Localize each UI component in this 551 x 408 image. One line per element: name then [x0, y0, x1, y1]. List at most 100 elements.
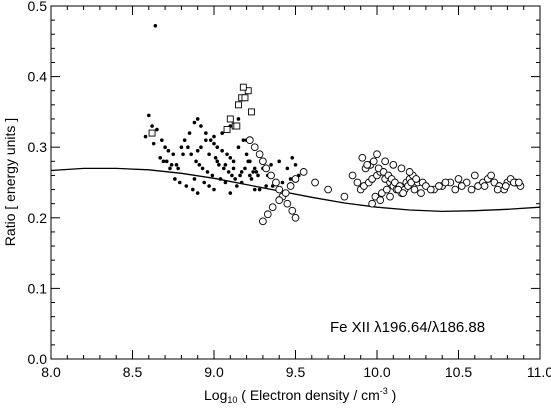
data-point-circle	[299, 168, 308, 176]
data-point-circle	[340, 192, 349, 201]
data-point-square	[233, 122, 241, 130]
data-point-dot	[241, 138, 246, 142]
data-point-dot	[173, 177, 177, 181]
data-point-dot	[195, 117, 200, 121]
data-point-dot	[179, 145, 184, 149]
data-point-dot	[147, 113, 151, 118]
data-point-circle	[246, 136, 254, 144]
data-point-circle	[426, 185, 435, 194]
data-point-circle	[386, 192, 394, 201]
data-point-dot	[171, 152, 176, 157]
data-point-circle	[281, 189, 290, 197]
data-points	[143, 23, 525, 226]
x-axis-label-sub: 10	[227, 395, 237, 405]
data-point-circle	[417, 189, 425, 197]
data-point-circle	[348, 171, 357, 180]
data-point-square	[234, 101, 242, 109]
data-point-dot	[212, 187, 216, 192]
data-point-dot	[233, 177, 237, 181]
data-point-dot	[200, 166, 205, 171]
data-point-dot	[293, 163, 298, 167]
data-point-circle	[259, 217, 267, 226]
y-axis-label: Ratio [ energy units ]	[2, 118, 18, 246]
data-point-dot	[252, 187, 257, 192]
data-point-circle	[493, 185, 502, 194]
data-point-circle	[262, 164, 271, 173]
data-point-dot	[166, 148, 171, 153]
data-point-circle	[454, 175, 463, 183]
data-point-dot	[236, 117, 241, 121]
data-point-dot	[223, 180, 228, 185]
data-point-dot	[161, 159, 166, 164]
data-point-dot	[186, 145, 190, 149]
x-axis-label-main: Log	[204, 387, 227, 403]
data-point-dot	[168, 166, 172, 171]
data-point-dot	[217, 163, 221, 167]
data-point-dot	[230, 173, 234, 178]
data-point-dot	[197, 163, 202, 167]
data-point-dot	[204, 131, 208, 135]
data-point-dot	[277, 159, 282, 164]
data-point-dot	[194, 159, 198, 164]
data-point-square	[223, 126, 231, 134]
data-point-circle	[435, 182, 443, 190]
data-point-circle	[382, 185, 391, 194]
data-point-circle	[267, 171, 275, 180]
data-point-dot	[215, 145, 220, 149]
data-point-dot	[221, 166, 226, 171]
data-point-dot	[269, 163, 273, 167]
x-axis-label-rest: ( Electron density / cm	[237, 387, 379, 403]
data-point-dot	[252, 166, 257, 171]
x-tick-label: 10.5	[445, 364, 472, 380]
data-point-dot	[163, 145, 167, 149]
data-point-circle	[368, 199, 376, 208]
data-point-circle	[275, 185, 284, 194]
data-point-dot	[153, 23, 158, 28]
data-point-circle	[412, 175, 420, 183]
data-point-circle	[470, 171, 479, 180]
x-axis-label-sup: -3	[380, 386, 388, 396]
data-point-dot	[192, 120, 197, 125]
data-point-dot	[228, 155, 233, 160]
x-axis-label-end: )	[388, 387, 397, 403]
data-point-dot	[231, 159, 236, 164]
data-point-dot	[176, 166, 180, 171]
data-point-dot	[207, 152, 211, 157]
data-point-circle	[514, 178, 523, 187]
model-curve	[50, 167, 541, 213]
y-tick-label: 0.3	[28, 139, 48, 155]
data-point-circle	[381, 157, 390, 166]
data-point-dot	[231, 166, 236, 171]
data-point-dot	[280, 180, 285, 185]
y-tick-label: 0.0	[28, 351, 48, 367]
data-point-dot	[204, 138, 208, 142]
data-point-circle	[467, 185, 476, 194]
data-point-dot	[184, 184, 189, 188]
data-point-dot	[207, 184, 211, 188]
data-point-circle	[397, 164, 406, 173]
data-point-dot	[187, 131, 192, 135]
data-point-dot	[220, 131, 224, 135]
data-point-dot	[249, 177, 254, 181]
data-point-dot	[160, 138, 164, 142]
data-point-circle	[283, 199, 292, 208]
data-point-square	[244, 87, 252, 95]
data-point-circle	[255, 150, 264, 159]
y-tick-label: 0.2	[28, 210, 48, 226]
axis-ticks	[50, 5, 541, 360]
data-point-dot	[251, 170, 255, 174]
data-point-dot	[225, 152, 229, 157]
data-point-square	[226, 115, 234, 123]
data-point-dot	[195, 191, 200, 195]
data-point-dot	[174, 163, 179, 167]
data-point-dot	[244, 152, 249, 157]
data-point-circle	[373, 150, 381, 159]
data-point-dot	[236, 145, 241, 149]
data-point-circle	[263, 210, 272, 219]
data-point-dot	[235, 184, 239, 188]
data-point-circle	[389, 161, 398, 169]
data-point-circle	[487, 171, 495, 180]
data-point-dot	[143, 134, 148, 139]
data-point-circle	[369, 157, 378, 166]
